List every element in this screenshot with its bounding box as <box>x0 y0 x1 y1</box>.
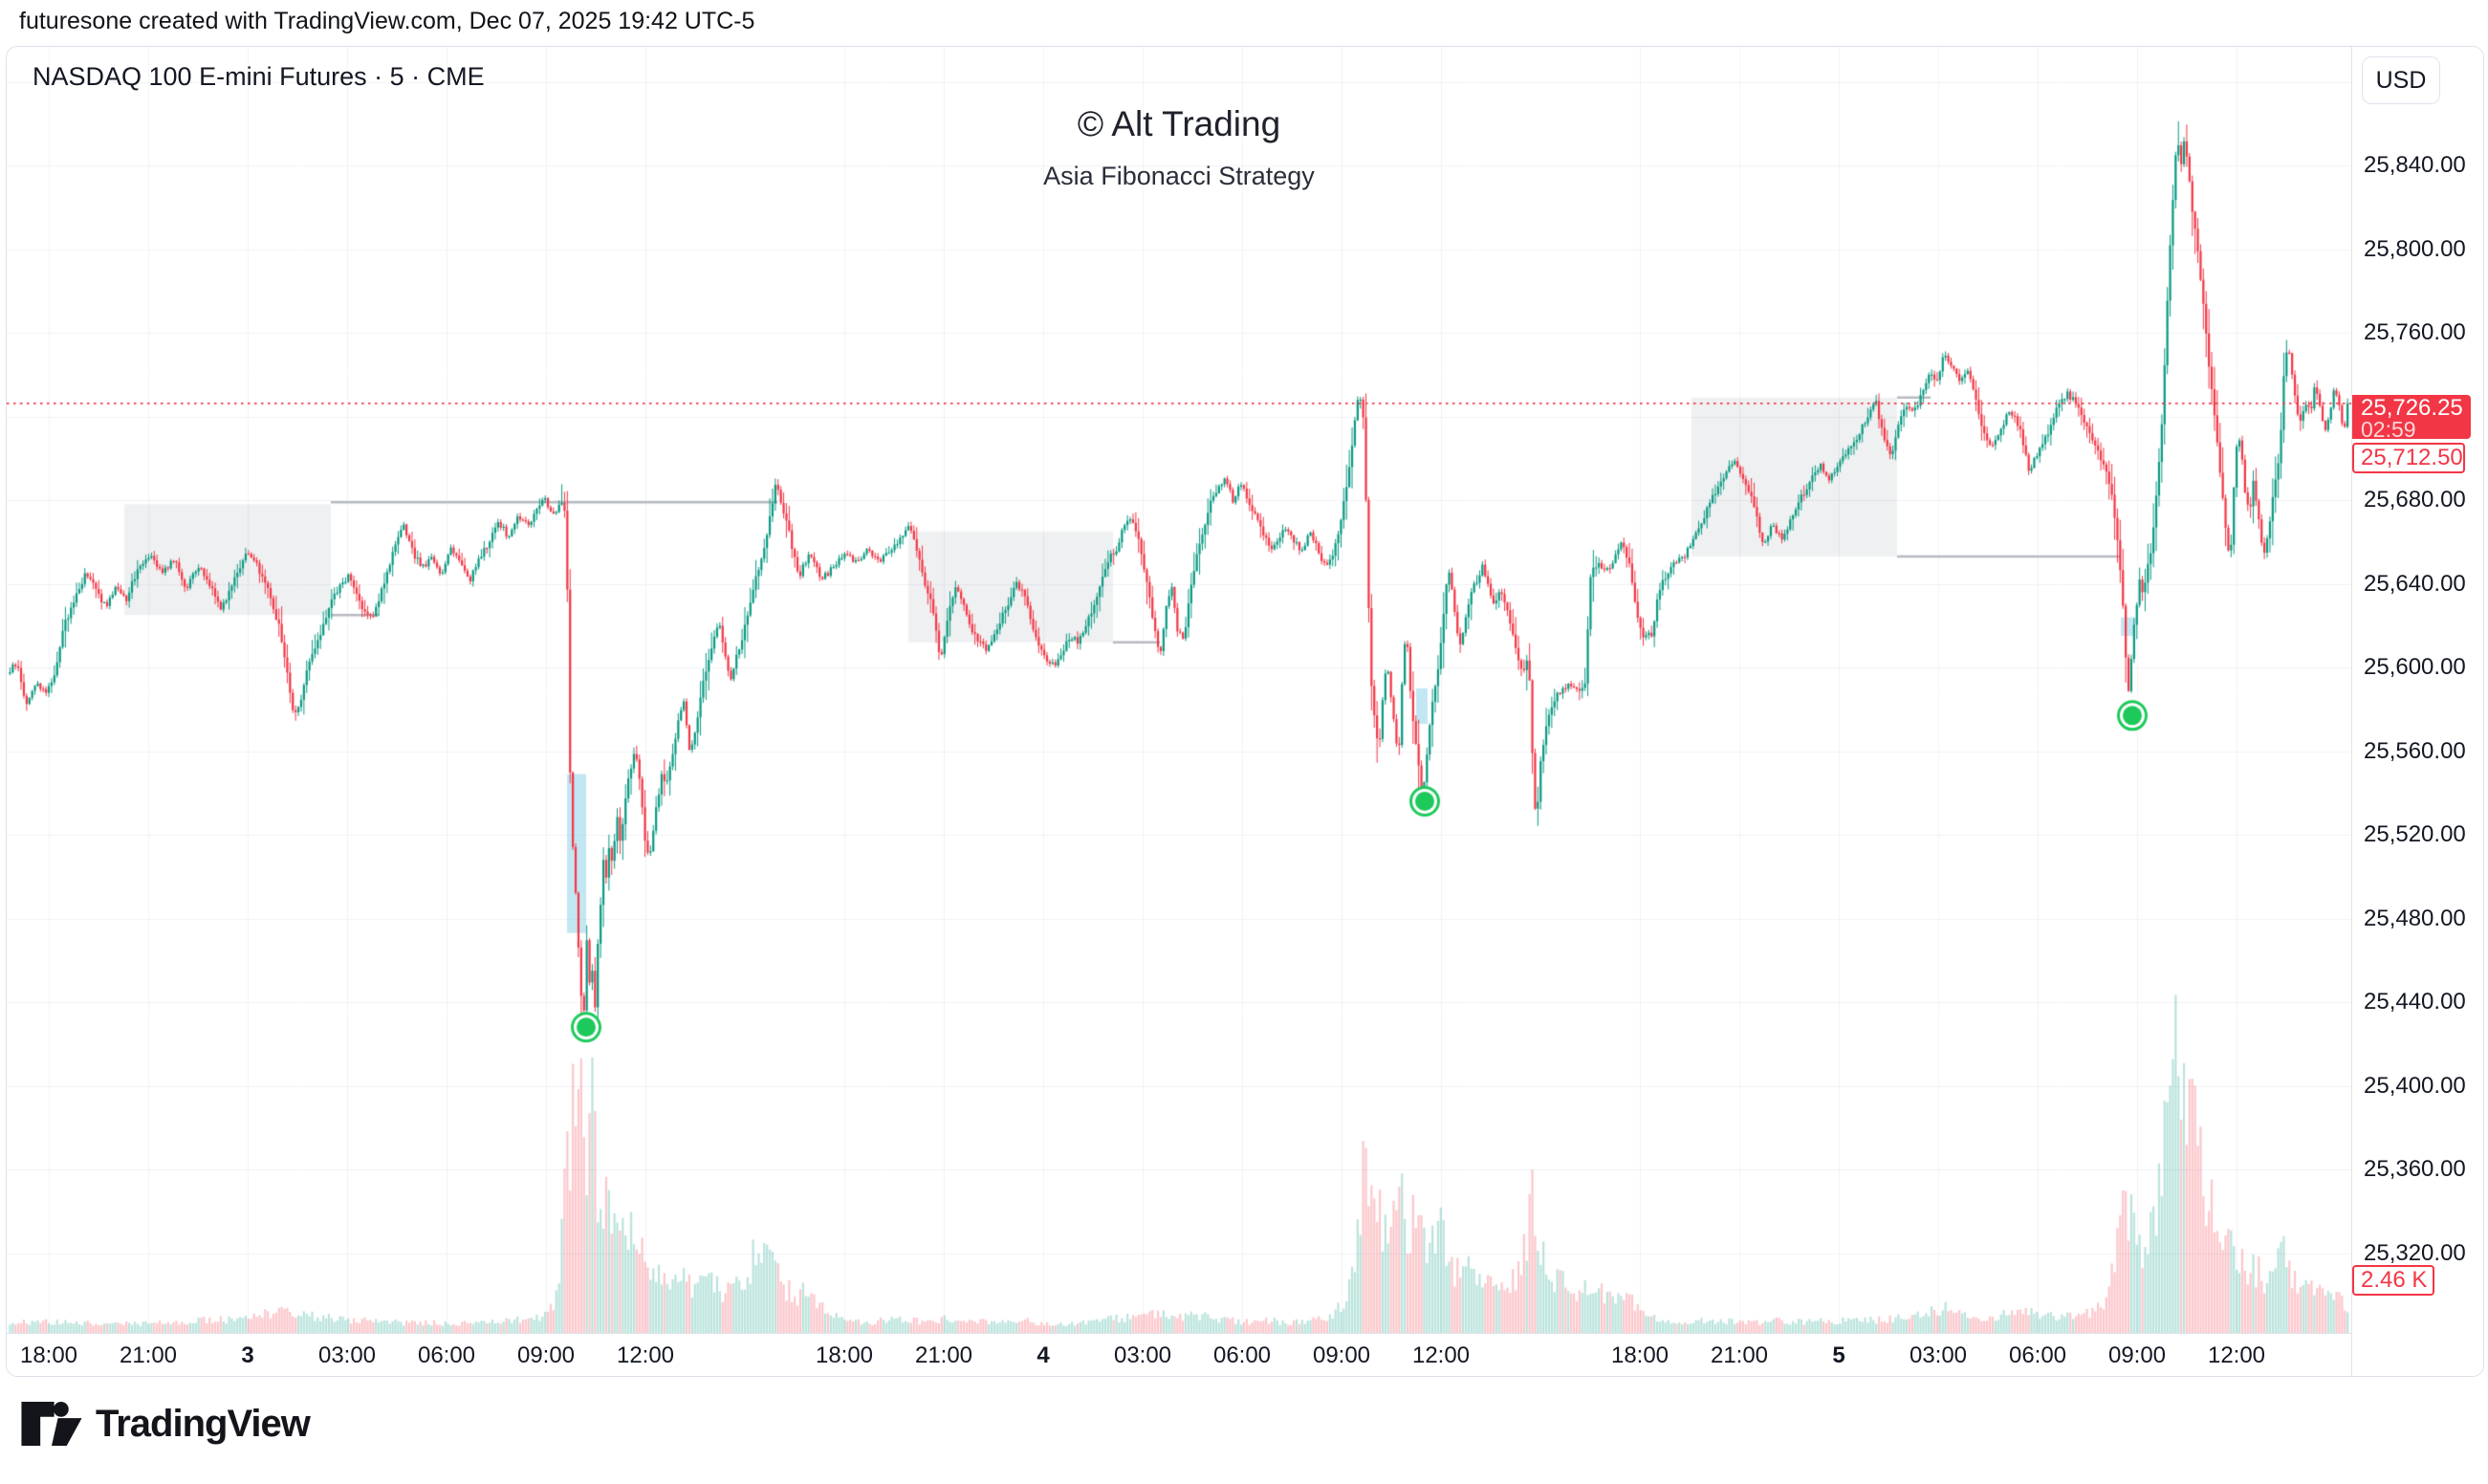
price-tick-label: 25,320.00 <box>2364 1239 2466 1266</box>
tradingview-logo-text: TradingView <box>96 1402 311 1445</box>
price-tick-label: 25,680.00 <box>2364 487 2466 513</box>
price-tick-label: 25,800.00 <box>2364 235 2466 262</box>
price-axis[interactable]: USD 25,726.25 02:59 25,712.50 2.46 K 25,… <box>2351 47 2483 1376</box>
time-tick-label: 06:00 <box>2008 1342 2067 1368</box>
price-tick-label: 25,640.00 <box>2364 570 2466 597</box>
price-tick-label: 25,560.00 <box>2364 737 2466 764</box>
price-tick-label: 25,840.00 <box>2364 152 2466 178</box>
time-tick-label: 12:00 <box>616 1342 675 1368</box>
tradingview-logo[interactable]: TradingView <box>21 1402 311 1446</box>
chart-panel: NASDAQ 100 E-mini Futures · 5 · CME © Al… <box>6 46 2484 1377</box>
time-tick-label: 18:00 <box>815 1342 874 1368</box>
last-price-label: 25,726.25 02:59 <box>2352 395 2471 442</box>
time-tick-label: 21:00 <box>119 1342 178 1368</box>
currency-button[interactable]: USD <box>2362 56 2440 104</box>
tradingview-logo-icon <box>21 1402 82 1446</box>
time-tick-label: 06:00 <box>1212 1342 1272 1368</box>
time-tick-label: 09:00 <box>516 1342 576 1368</box>
price-tick-label: 25,360.00 <box>2364 1156 2466 1182</box>
time-tick-label: 03:00 <box>1909 1342 1968 1368</box>
price-tick-label: 25,480.00 <box>2364 905 2466 931</box>
price-tick-label: 25,760.00 <box>2364 319 2466 345</box>
time-tick-label: 06:00 <box>417 1342 476 1368</box>
secondary-price-label: 25,712.50 <box>2352 443 2465 473</box>
chart-area[interactable]: NASDAQ 100 E-mini Futures · 5 · CME © Al… <box>7 47 2351 1333</box>
time-tick-label: 18:00 <box>19 1342 78 1368</box>
last-price-value: 25,726.25 <box>2361 395 2463 421</box>
volume-label: 2.46 K <box>2352 1265 2434 1296</box>
price-tick-label: 25,520.00 <box>2364 821 2466 847</box>
price-tick-label: 25,440.00 <box>2364 989 2466 1015</box>
time-tick-label: 21:00 <box>1710 1342 1769 1368</box>
price-tick-label: 25,400.00 <box>2364 1072 2466 1099</box>
attribution-text: futuresone created with TradingView.com,… <box>19 8 755 34</box>
time-tick-label: 03:00 <box>317 1342 377 1368</box>
price-tick-label: 25,600.00 <box>2364 654 2466 680</box>
time-tick-label: 4 <box>1037 1342 1050 1368</box>
time-axis[interactable]: 18:00 21:00 3 03:00 06:00 09:00 12:00 18:00 21:0… <box>7 1333 2351 1376</box>
time-tick-label: 03:00 <box>1113 1342 1172 1368</box>
symbol-title: NASDAQ 100 E-mini Futures · 5 · CME <box>33 62 485 91</box>
time-tick-label: 09:00 <box>1312 1342 1371 1368</box>
bar-countdown: 02:59 <box>2361 417 2416 442</box>
time-tick-label: 12:00 <box>1411 1342 1471 1368</box>
time-tick-label: 18:00 <box>1610 1342 1670 1368</box>
time-tick-label: 5 <box>1832 1342 1845 1368</box>
time-tick-label: 12:00 <box>2207 1342 2266 1368</box>
time-tick-label: 3 <box>241 1342 254 1368</box>
price-chart-canvas[interactable] <box>7 47 2351 1333</box>
time-tick-label: 21:00 <box>914 1342 973 1368</box>
time-tick-label: 09:00 <box>2107 1342 2167 1368</box>
